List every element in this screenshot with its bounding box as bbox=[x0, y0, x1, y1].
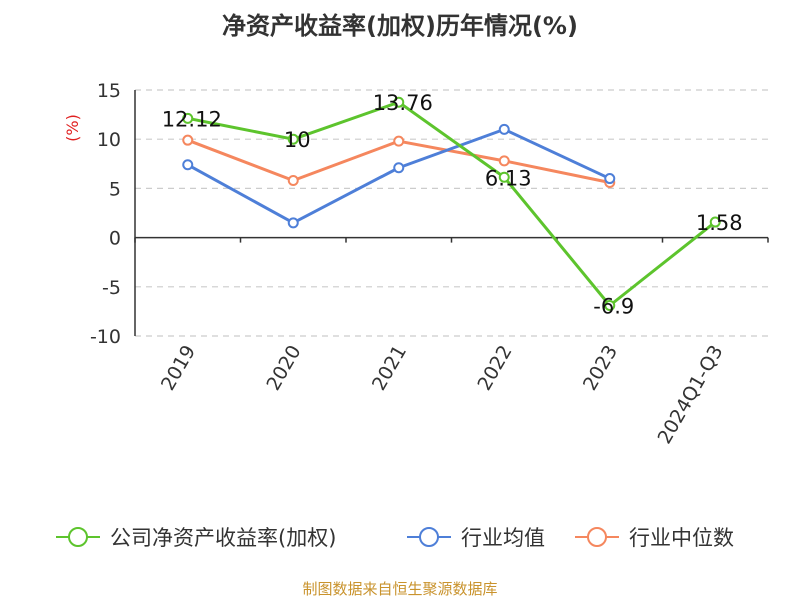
data-label: 12.12 bbox=[162, 107, 222, 131]
data-point bbox=[287, 133, 299, 145]
data-label: 6.13 bbox=[485, 166, 532, 190]
data-label: 1.58 bbox=[696, 211, 743, 235]
data-point bbox=[393, 96, 405, 108]
y-tick-label: -5 bbox=[102, 277, 121, 299]
data-point bbox=[393, 135, 405, 147]
y-tick-label: 0 bbox=[109, 228, 121, 250]
legend-label: 公司净资产收益率(加权) bbox=[110, 526, 336, 550]
data-label: 13.76 bbox=[373, 91, 433, 115]
data-label: -6.9 bbox=[593, 294, 634, 318]
data-point bbox=[604, 299, 616, 311]
data-point bbox=[393, 162, 405, 174]
y-axis-ticks: 15 10 5 0 -5 -10 bbox=[90, 80, 121, 348]
data-point bbox=[287, 175, 299, 187]
data-point bbox=[709, 216, 721, 228]
series-lines bbox=[182, 96, 721, 311]
y-tick-label: 15 bbox=[97, 80, 121, 102]
y-axis-label: (%) bbox=[63, 114, 82, 142]
x-tick-label: 2021 bbox=[368, 342, 411, 395]
x-tick-label: 2020 bbox=[262, 342, 305, 395]
data-point bbox=[182, 134, 194, 146]
series-line bbox=[187, 100, 717, 307]
x-tick-label: 2024Q1-Q3 bbox=[654, 342, 728, 448]
data-labels: 12.12 10 13.76 6.13 -6.9 1.58 bbox=[162, 91, 743, 318]
legend-marker bbox=[68, 527, 88, 547]
data-point bbox=[498, 155, 510, 167]
x-tick-label: 2022 bbox=[473, 342, 516, 395]
legend-item: 行业中位数 bbox=[575, 526, 734, 550]
data-label: 10 bbox=[284, 128, 311, 152]
legend-label: 行业均值 bbox=[461, 526, 545, 550]
legend: 公司净资产收益率(加权) 行业均值 行业中位数 bbox=[56, 526, 734, 550]
y-tick-label: 5 bbox=[109, 178, 121, 200]
chart-title: 净资产收益率(加权)历年情况(%) bbox=[222, 12, 578, 40]
data-point bbox=[287, 217, 299, 229]
legend-item: 行业均值 bbox=[407, 526, 545, 550]
legend-label: 行业中位数 bbox=[629, 526, 734, 550]
legend-marker bbox=[419, 527, 439, 547]
data-point bbox=[604, 173, 616, 185]
data-point bbox=[182, 112, 194, 124]
x-tick-label: 2019 bbox=[157, 342, 200, 395]
data-point bbox=[498, 123, 510, 135]
data-point bbox=[498, 171, 510, 183]
x-axis-ticks: 2019 2020 2021 2022 2023 2024Q1-Q3 bbox=[157, 342, 728, 448]
data-point bbox=[182, 159, 194, 171]
y-tick-label: -10 bbox=[90, 326, 121, 348]
legend-item: 公司净资产收益率(加权) bbox=[56, 526, 336, 550]
y-tick-label: 10 bbox=[97, 129, 121, 151]
x-tick-label: 2023 bbox=[579, 342, 622, 395]
axes bbox=[134, 90, 769, 336]
legend-marker bbox=[587, 527, 607, 547]
source-note: 制图数据来自恒生聚源数据库 bbox=[302, 580, 498, 598]
